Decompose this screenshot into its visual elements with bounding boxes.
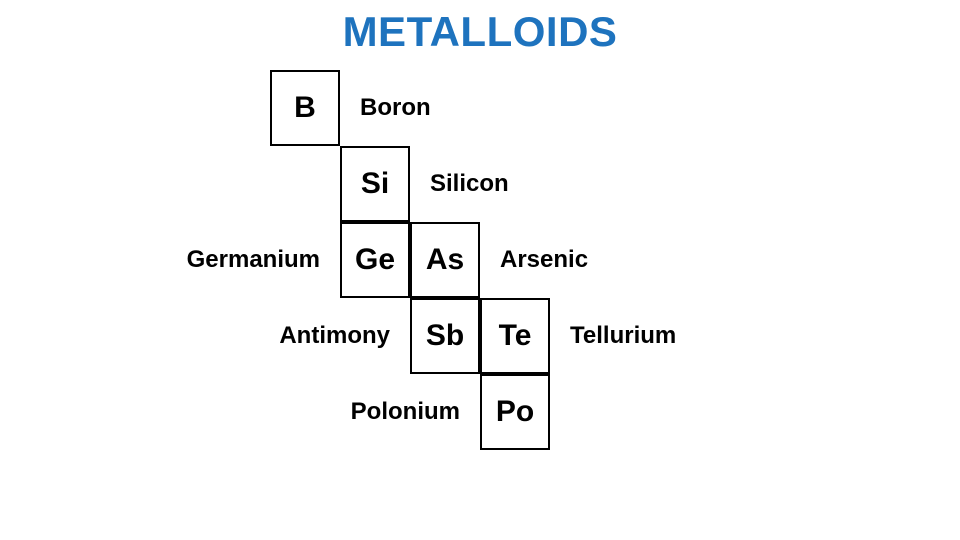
element-box-sb: Sb bbox=[410, 298, 480, 374]
page-title: METALLOIDS bbox=[0, 8, 960, 56]
page: METALLOIDS B Si Ge As Sb Te Po Boron Silicon Germ… bbox=[0, 0, 960, 540]
element-label-arsenic: Arsenic bbox=[500, 246, 588, 274]
element-label-tellurium: Tellurium bbox=[570, 322, 676, 350]
element-box-te: Te bbox=[480, 298, 550, 374]
element-symbol: B bbox=[294, 91, 316, 125]
element-box-ge: Ge bbox=[340, 222, 410, 298]
element-box-as: As bbox=[410, 222, 480, 298]
element-symbol: Ge bbox=[355, 243, 395, 277]
element-box-po: Po bbox=[480, 374, 550, 450]
element-label-silicon: Silicon bbox=[430, 170, 509, 198]
element-box-si: Si bbox=[340, 146, 410, 222]
element-box-b: B bbox=[270, 70, 340, 146]
element-label-germanium: Germanium bbox=[187, 246, 320, 274]
element-symbol: Si bbox=[361, 167, 389, 201]
element-label-boron: Boron bbox=[360, 94, 431, 122]
element-symbol: As bbox=[426, 243, 464, 277]
element-symbol: Te bbox=[499, 319, 532, 353]
element-symbol: Po bbox=[496, 395, 534, 429]
element-label-polonium: Polonium bbox=[351, 398, 460, 426]
element-symbol: Sb bbox=[426, 319, 464, 353]
element-label-antimony: Antimony bbox=[279, 322, 390, 350]
